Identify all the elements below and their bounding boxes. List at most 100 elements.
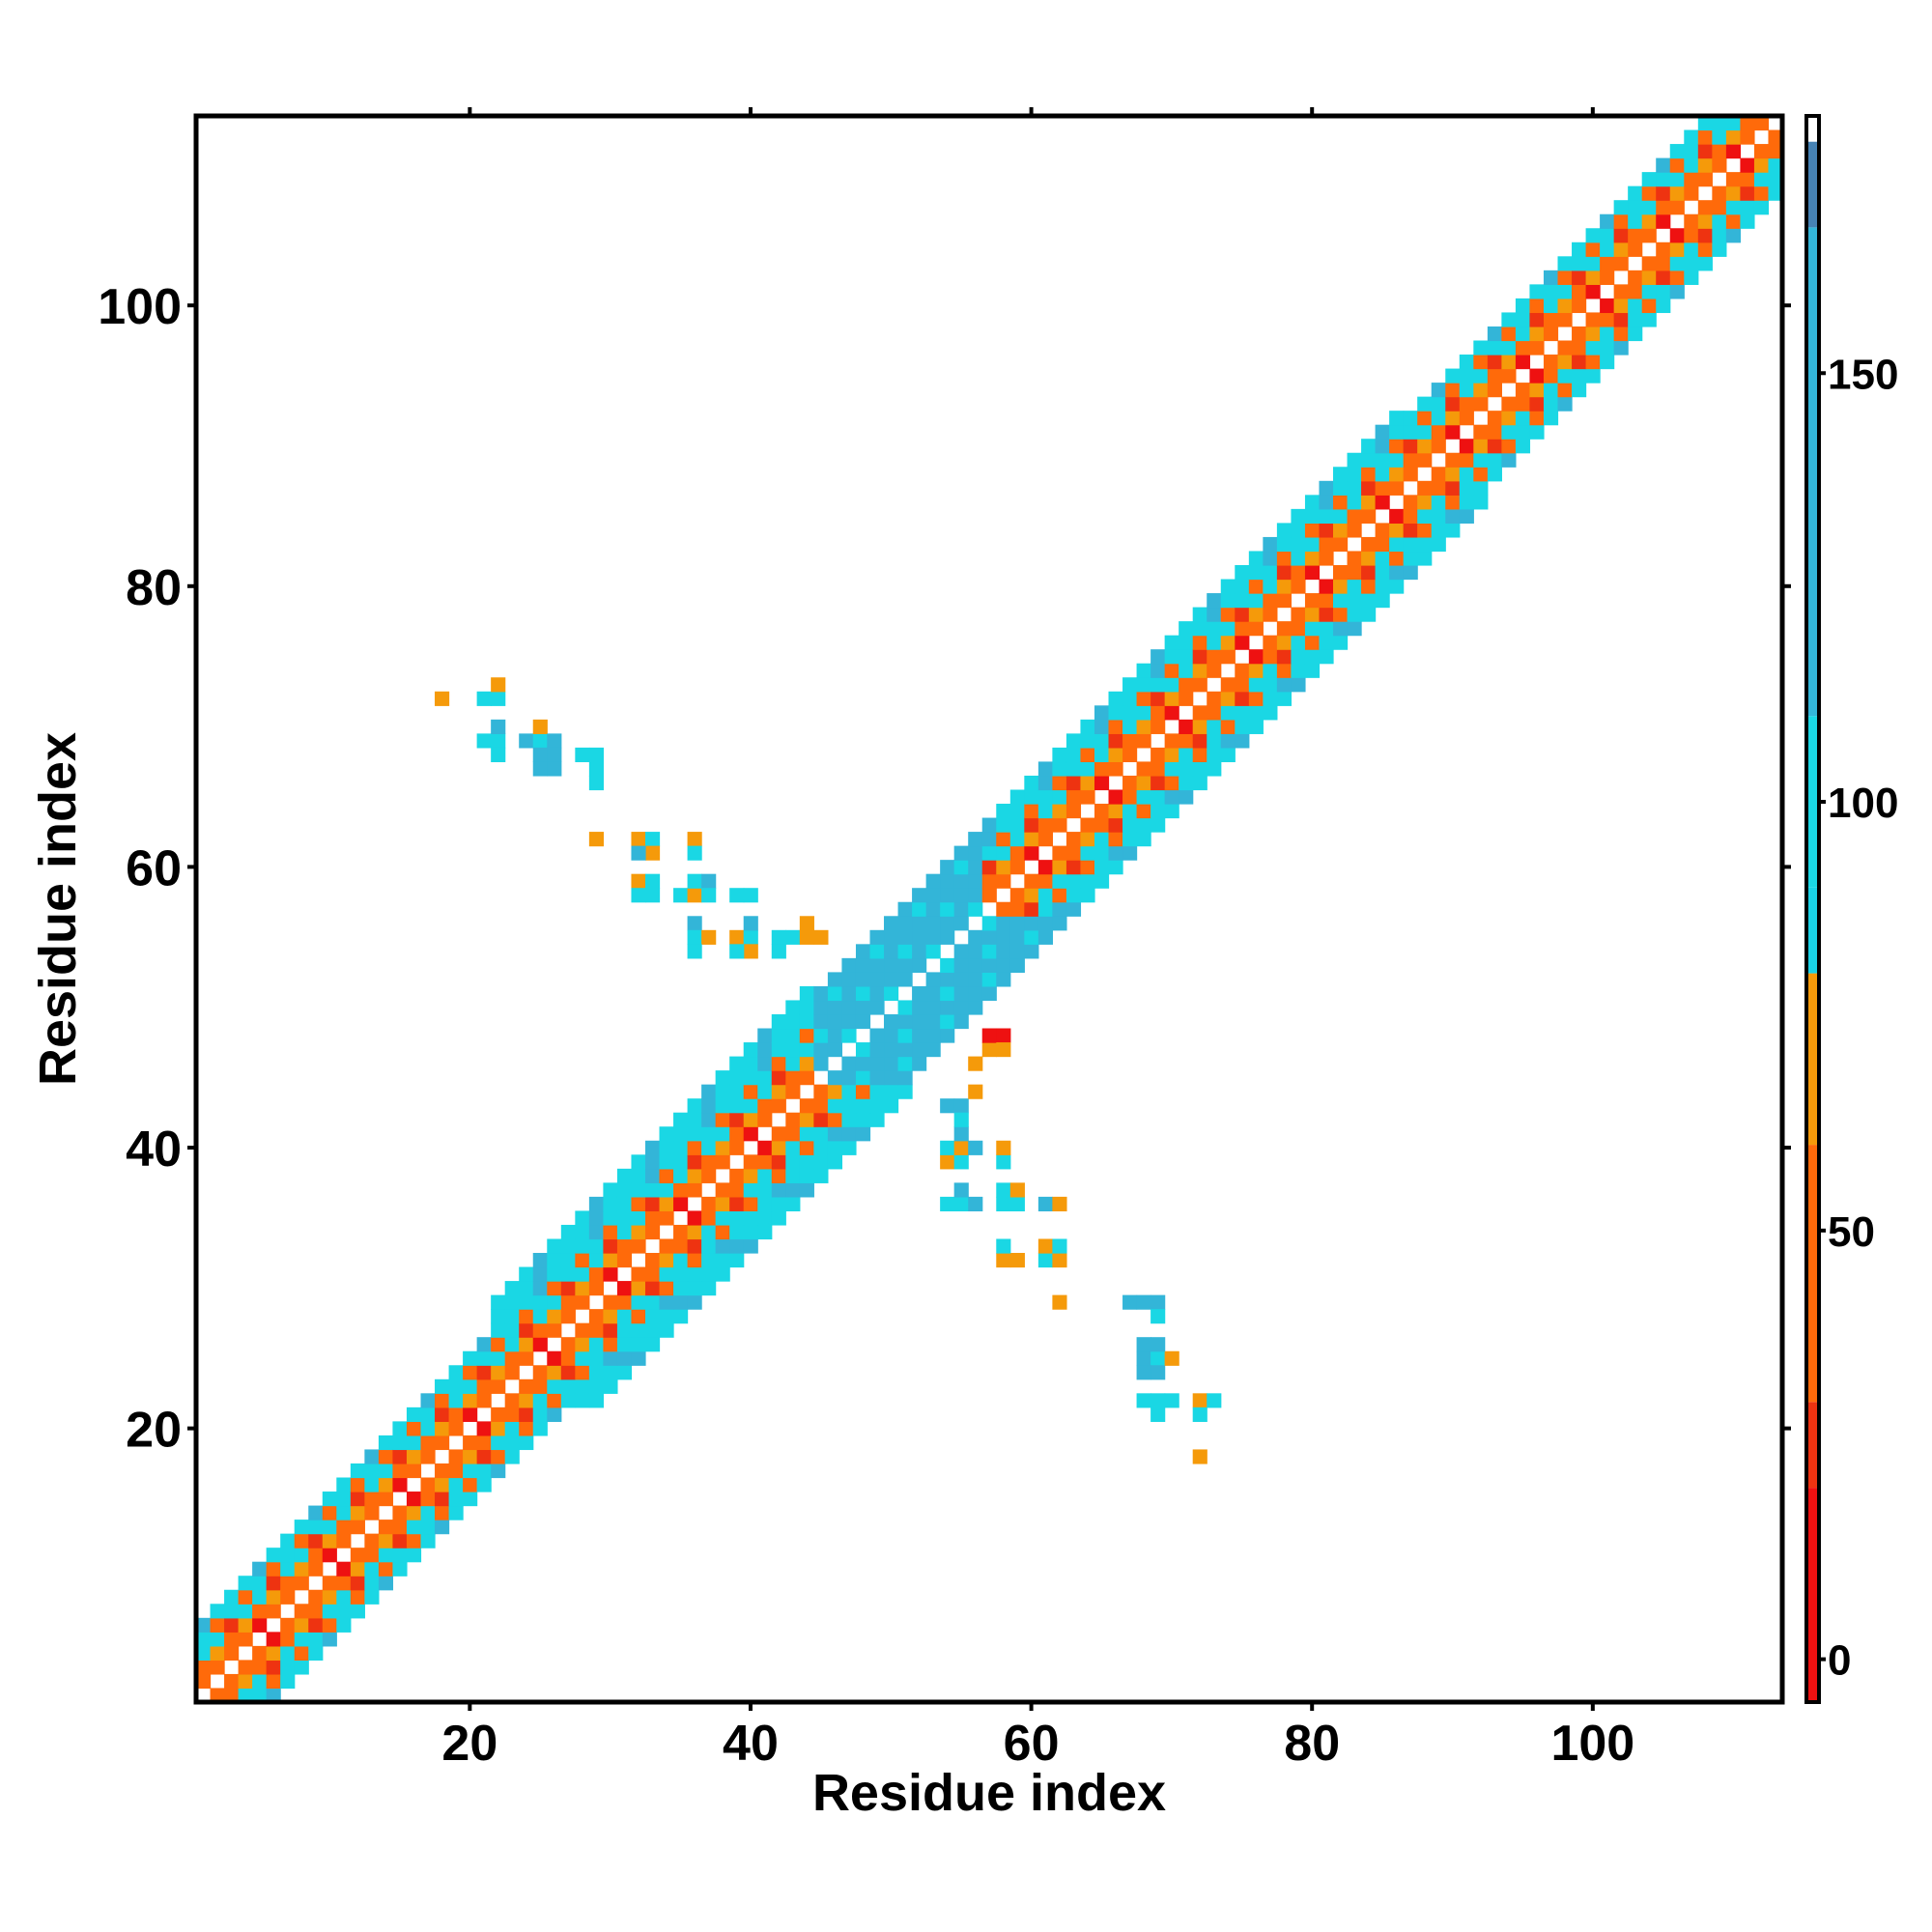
heatmap-cell <box>448 1378 464 1394</box>
heatmap-cell <box>996 1042 1011 1058</box>
heatmap-cell <box>1656 284 1671 299</box>
heatmap-cell <box>532 1253 548 1268</box>
heatmap-cell <box>771 1210 786 1226</box>
heatmap-cell <box>1319 607 1334 622</box>
heatmap-cell <box>1572 298 1587 314</box>
heatmap-cell <box>1515 326 1531 342</box>
heatmap-cell <box>1684 157 1699 173</box>
heatmap-cell <box>588 1281 604 1296</box>
heatmap-cell <box>715 1253 730 1268</box>
heatmap-cell <box>588 1238 604 1254</box>
heatmap-cell <box>322 1617 337 1633</box>
heatmap-cell <box>1319 621 1334 637</box>
heatmap-cell <box>1291 579 1306 594</box>
heatmap-cell <box>701 1126 717 1142</box>
heatmap-cell <box>1725 129 1742 145</box>
heatmap-cell <box>1768 185 1783 201</box>
heatmap-cell <box>1276 536 1293 553</box>
heatmap-cell <box>406 1449 422 1464</box>
heatmap-cell <box>1669 270 1685 285</box>
heatmap-cell <box>940 929 955 945</box>
heatmap-cell <box>743 888 758 903</box>
heatmap-cell <box>968 957 983 973</box>
heatmap-cell <box>1080 888 1095 903</box>
heatmap-cell <box>1529 312 1545 327</box>
heatmap-cell <box>575 1253 590 1268</box>
heatmap-cell <box>1009 860 1025 875</box>
heatmap-cell <box>1122 733 1138 749</box>
heatmap-cell <box>940 1028 955 1043</box>
heatmap-cell <box>1572 368 1587 384</box>
heatmap-cell <box>1613 340 1629 355</box>
heatmap-cell <box>940 972 955 987</box>
heatmap-cell <box>729 888 745 903</box>
heatmap-cell <box>378 1533 394 1548</box>
heatmap-cell <box>813 929 829 945</box>
heatmap-cell <box>687 888 702 903</box>
heatmap-cell <box>1740 129 1755 145</box>
heatmap-cell <box>420 1533 436 1548</box>
heatmap-cell <box>1459 452 1474 468</box>
heatmap-cell <box>1164 635 1179 650</box>
heatmap-cell <box>1319 508 1334 524</box>
heatmap-cell <box>519 1281 534 1296</box>
heatmap-cell <box>588 747 604 763</box>
heatmap-cell <box>420 1435 436 1451</box>
heatmap-cell <box>799 1098 814 1114</box>
heatmap-cell <box>1151 677 1166 693</box>
heatmap-cell <box>280 1561 296 1577</box>
heatmap-cell <box>912 1000 927 1015</box>
heatmap-cell <box>1291 677 1306 693</box>
heatmap-cell <box>392 1463 408 1479</box>
heatmap-cell <box>925 916 941 931</box>
heatmap-cell <box>855 957 871 973</box>
heatmap-cell <box>869 1112 885 1127</box>
heatmap-cell <box>1151 775 1166 791</box>
heatmap-cell <box>1445 424 1461 440</box>
heatmap-cell <box>1108 761 1123 777</box>
heatmap-cell <box>1065 832 1082 847</box>
heatmap-cell <box>715 1126 730 1142</box>
heatmap-cell <box>996 1154 1011 1170</box>
heatmap-cell <box>588 1393 604 1408</box>
heatmap-cell <box>1164 663 1179 678</box>
heatmap-cell <box>981 972 997 987</box>
heatmap-cell <box>1459 355 1474 370</box>
heatmap-cell <box>1207 733 1222 749</box>
heatmap-cell <box>252 1617 268 1633</box>
heatmap-cell <box>1108 747 1123 763</box>
heatmap-cell <box>1333 607 1349 622</box>
heatmap-cell <box>1179 663 1194 678</box>
heatmap-cell <box>912 1056 927 1071</box>
x-tick-label: 100 <box>1550 1716 1634 1772</box>
heatmap-cell <box>757 1182 773 1198</box>
heatmap-cell <box>1080 845 1095 861</box>
heatmap-cell <box>1052 1294 1067 1310</box>
heatmap-cell <box>1263 564 1278 581</box>
y-tick-label: 20 <box>126 1403 182 1459</box>
heatmap-cell <box>616 1238 633 1254</box>
heatmap-cell <box>897 1028 913 1043</box>
heatmap-cell <box>392 1435 408 1451</box>
heatmap-cell <box>1009 929 1025 945</box>
heatmap-cell <box>1136 677 1151 693</box>
heatmap-cell <box>603 1253 618 1268</box>
heatmap-cell <box>532 1378 548 1394</box>
heatmap-cell <box>799 1013 814 1030</box>
heatmap-cell <box>588 1337 604 1352</box>
heatmap-cell <box>435 1505 450 1520</box>
heatmap-cell <box>631 1224 646 1240</box>
heatmap-cell <box>953 1013 969 1030</box>
heatmap-cell <box>476 1463 492 1479</box>
heatmap-cell <box>224 1589 240 1605</box>
heatmap-cell <box>1248 649 1264 665</box>
heatmap-cell <box>1712 242 1727 257</box>
heatmap-cell <box>435 1463 450 1479</box>
heatmap-cell <box>1291 551 1306 566</box>
heatmap-cell <box>1557 355 1573 370</box>
heatmap-cell <box>1361 579 1377 594</box>
heatmap-cell <box>757 1070 773 1086</box>
heatmap-cell <box>1712 116 1727 131</box>
heatmap-cell <box>953 873 969 889</box>
heatmap-cell <box>1600 213 1615 229</box>
